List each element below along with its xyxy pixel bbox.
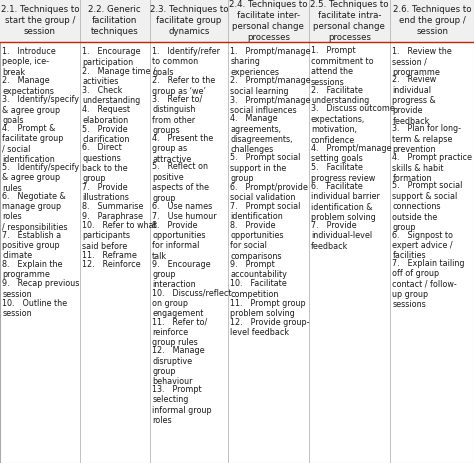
Text: 7. Provide
individual-level
feedback: 7. Provide individual-level feedback [311, 221, 372, 250]
Text: 8. Provide
opportunities
for informal
talk: 8. Provide opportunities for informal ta… [152, 220, 206, 261]
Bar [309, 0, 390, 42]
Text: 4. Request
elaboration: 4. Request elaboration [82, 105, 130, 125]
Text: 1. Identify/refer
to common
goals: 1. Identify/refer to common goals [152, 47, 220, 77]
Text: 2. Manage time /
activities: 2. Manage time / activities [82, 67, 156, 86]
Text: 10. Discuss/reflect
on group
engagement: 10. Discuss/reflect on group engagement [152, 288, 232, 319]
Text: 5. Prompt social
support & social
connections
outside the
group: 5. Prompt social support & social connec… [392, 181, 463, 232]
Bar [228, 0, 309, 42]
Text: 6. Negotiate &
manage group
roles
/ responsibilities: 6. Negotiate & manage group roles / resp… [2, 192, 68, 232]
Text: 1. Introduce
people, ice-
break: 1. Introduce people, ice- break [2, 47, 56, 77]
Text: 5. Provide
clarification: 5. Provide clarification [82, 125, 129, 144]
Text: 2.2. Generic
facilitation
techniques: 2.2. Generic facilitation techniques [88, 5, 141, 37]
Text: 10. Refer to what
participants
said before: 10. Refer to what participants said befo… [82, 221, 156, 250]
Text: 4. Prompt &
facilitate group
/ social
identification: 4. Prompt & facilitate group / social id… [2, 124, 64, 164]
Text: 11. Refer to/
reinforce
group rules: 11. Refer to/ reinforce group rules [152, 318, 208, 347]
Bar [150, 0, 228, 42]
Text: 6. Prompt/provide
social validation: 6. Prompt/provide social validation [230, 182, 308, 202]
Text: 5. Prompt social
support in the
group: 5. Prompt social support in the group [230, 153, 301, 183]
Bar [0, 0, 80, 42]
Text: 10. Outline the
session: 10. Outline the session [2, 299, 67, 318]
Text: 2. Review
individual
progress &
provide
feedback: 2. Review individual progress & provide … [392, 75, 437, 126]
Text: 4. Prompt practice
skills & habit
formation: 4. Prompt practice skills & habit format… [392, 153, 473, 183]
Text: 2.4. Techniques to
facilitate inter-
personal change
processes: 2.4. Techniques to facilitate inter- per… [229, 0, 308, 42]
Text: 3. Identify/specify
& agree group
goals: 3. Identify/specify & agree group goals [2, 95, 79, 125]
Text: 5. Identify/specify
& agree group
rules: 5. Identify/specify & agree group rules [2, 163, 80, 193]
Text: 3. Refer to/
distinguish
from other
groups: 3. Refer to/ distinguish from other grou… [152, 95, 202, 135]
Text: 11. Reframe: 11. Reframe [82, 250, 137, 260]
Text: 1. Prompt/manage
sharing
experiences: 1. Prompt/manage sharing experiences [230, 47, 311, 77]
Text: 1. Encourage
participation: 1. Encourage participation [82, 47, 140, 67]
Text: 2.1. Techniques to
start the group /
session: 2.1. Techniques to start the group / ses… [0, 5, 79, 37]
Text: 12. Reinforce: 12. Reinforce [82, 260, 141, 269]
Text: 6. Use names: 6. Use names [152, 202, 212, 211]
Text: 6. Facilitate
individual barrier
identification &
problem solving: 6. Facilitate individual barrier identif… [311, 182, 380, 222]
Text: 3. Prompt/manage
social influences: 3. Prompt/manage social influences [230, 95, 311, 115]
Text: 1. Prompt
commitment to
attend the
sessions: 1. Prompt commitment to attend the sessi… [311, 46, 374, 87]
Text: 3. Check
understanding: 3. Check understanding [82, 86, 140, 105]
Text: 2. Manage
expectations: 2. Manage expectations [2, 76, 54, 95]
Text: 7. Establish a
positive group
climate: 7. Establish a positive group climate [2, 231, 62, 260]
Text: 8. Summarise: 8. Summarise [82, 202, 143, 211]
Text: 10. Facilitate
competition: 10. Facilitate competition [230, 279, 287, 299]
Text: 2.6. Techniques to
end the group /
session: 2.6. Techniques to end the group / sessi… [393, 5, 471, 37]
Text: 1. Review the
session /
programme: 1. Review the session / programme [392, 47, 452, 77]
Text: 9. Prompt
accountability: 9. Prompt accountability [230, 260, 287, 279]
Text: 7. Prompt social
identification: 7. Prompt social identification [230, 202, 301, 221]
Text: 6. Direct
questions
back to the
group: 6. Direct questions back to the group [82, 143, 128, 183]
Bar [80, 0, 150, 42]
Text: 2.5. Techniques to
facilitate intra-
personal change
processes: 2.5. Techniques to facilitate intra- per… [310, 0, 389, 42]
Text: 12. Manage
disruptive
group
behaviour: 12. Manage disruptive group behaviour [152, 346, 205, 387]
Text: 6. Signpost to
expert advice /
facilities: 6. Signpost to expert advice / facilitie… [392, 231, 454, 260]
Text: 2. Refer to the
group as ‘we’: 2. Refer to the group as ‘we’ [152, 76, 215, 95]
Text: 7. Explain tailing
off of group
contact / follow-
up group
sessions: 7. Explain tailing off of group contact … [392, 259, 465, 309]
Text: 12. Provide group-
level feedback: 12. Provide group- level feedback [230, 318, 310, 338]
Text: 7. Provide
illustrations: 7. Provide illustrations [82, 182, 129, 202]
Text: 13. Prompt
selecting
informal group
roles: 13. Prompt selecting informal group role… [152, 385, 212, 425]
Text: 4. Prompt/manage
setting goals: 4. Prompt/manage setting goals [311, 144, 392, 163]
Text: 9. Paraphrase: 9. Paraphrase [82, 212, 143, 221]
Text: 3. Discuss outcome
expectations,
motivation,
confidence: 3. Discuss outcome expectations, motivat… [311, 105, 395, 144]
Text: 8. Explain the
programme: 8. Explain the programme [2, 260, 63, 279]
Text: 7. Use humour: 7. Use humour [152, 212, 217, 221]
Text: 4. Manage
agreements,
disagreements,
challenges: 4. Manage agreements, disagreements, cha… [230, 114, 293, 154]
Text: 3. Plan for long-
term & relapse
prevention: 3. Plan for long- term & relapse prevent… [392, 124, 462, 154]
Text: 9. Encourage
group
interaction: 9. Encourage group interaction [152, 260, 211, 289]
Text: 8. Provide
opportunities
for social
comparisons: 8. Provide opportunities for social comp… [230, 220, 284, 261]
Text: 5. Reflect on
positive
aspects of the
group: 5. Reflect on positive aspects of the gr… [152, 163, 209, 203]
Bar [390, 0, 474, 42]
Text: 11. Prompt group
problem solving: 11. Prompt group problem solving [230, 299, 306, 318]
Text: 4. Present the
group as
attractive: 4. Present the group as attractive [152, 134, 213, 163]
Text: 9. Recap previous
session: 9. Recap previous session [2, 279, 80, 299]
Text: 5. Facilitate
progress review: 5. Facilitate progress review [311, 163, 375, 182]
Text: 2. Facilitate
understanding: 2. Facilitate understanding [311, 86, 369, 105]
Text: 2.3. Techniques to
facilitate group
dynamics: 2.3. Techniques to facilitate group dyna… [150, 5, 228, 37]
Text: 2. Prompt/manage
social learning: 2. Prompt/manage social learning [230, 76, 311, 95]
